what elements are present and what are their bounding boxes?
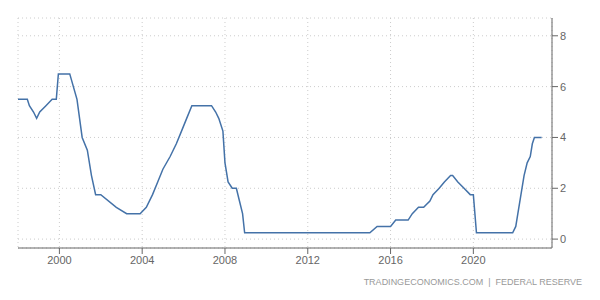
svg-text:2000: 2000	[47, 254, 71, 266]
svg-text:0: 0	[560, 233, 566, 245]
svg-text:4: 4	[560, 131, 566, 143]
svg-text:2004: 2004	[130, 254, 154, 266]
svg-text:8: 8	[560, 30, 566, 42]
svg-text:2: 2	[560, 182, 566, 194]
svg-text:2016: 2016	[378, 254, 402, 266]
html-text:TRADINGECONOMICS.COM | FEDERAL: TRADINGECONOMICS.COM | FEDERAL RESERVE	[363, 277, 582, 287]
svg-text:2008: 2008	[213, 254, 237, 266]
svg-text:2020: 2020	[461, 254, 485, 266]
svg-text:2012: 2012	[296, 254, 320, 266]
svg-text:6: 6	[560, 81, 566, 93]
